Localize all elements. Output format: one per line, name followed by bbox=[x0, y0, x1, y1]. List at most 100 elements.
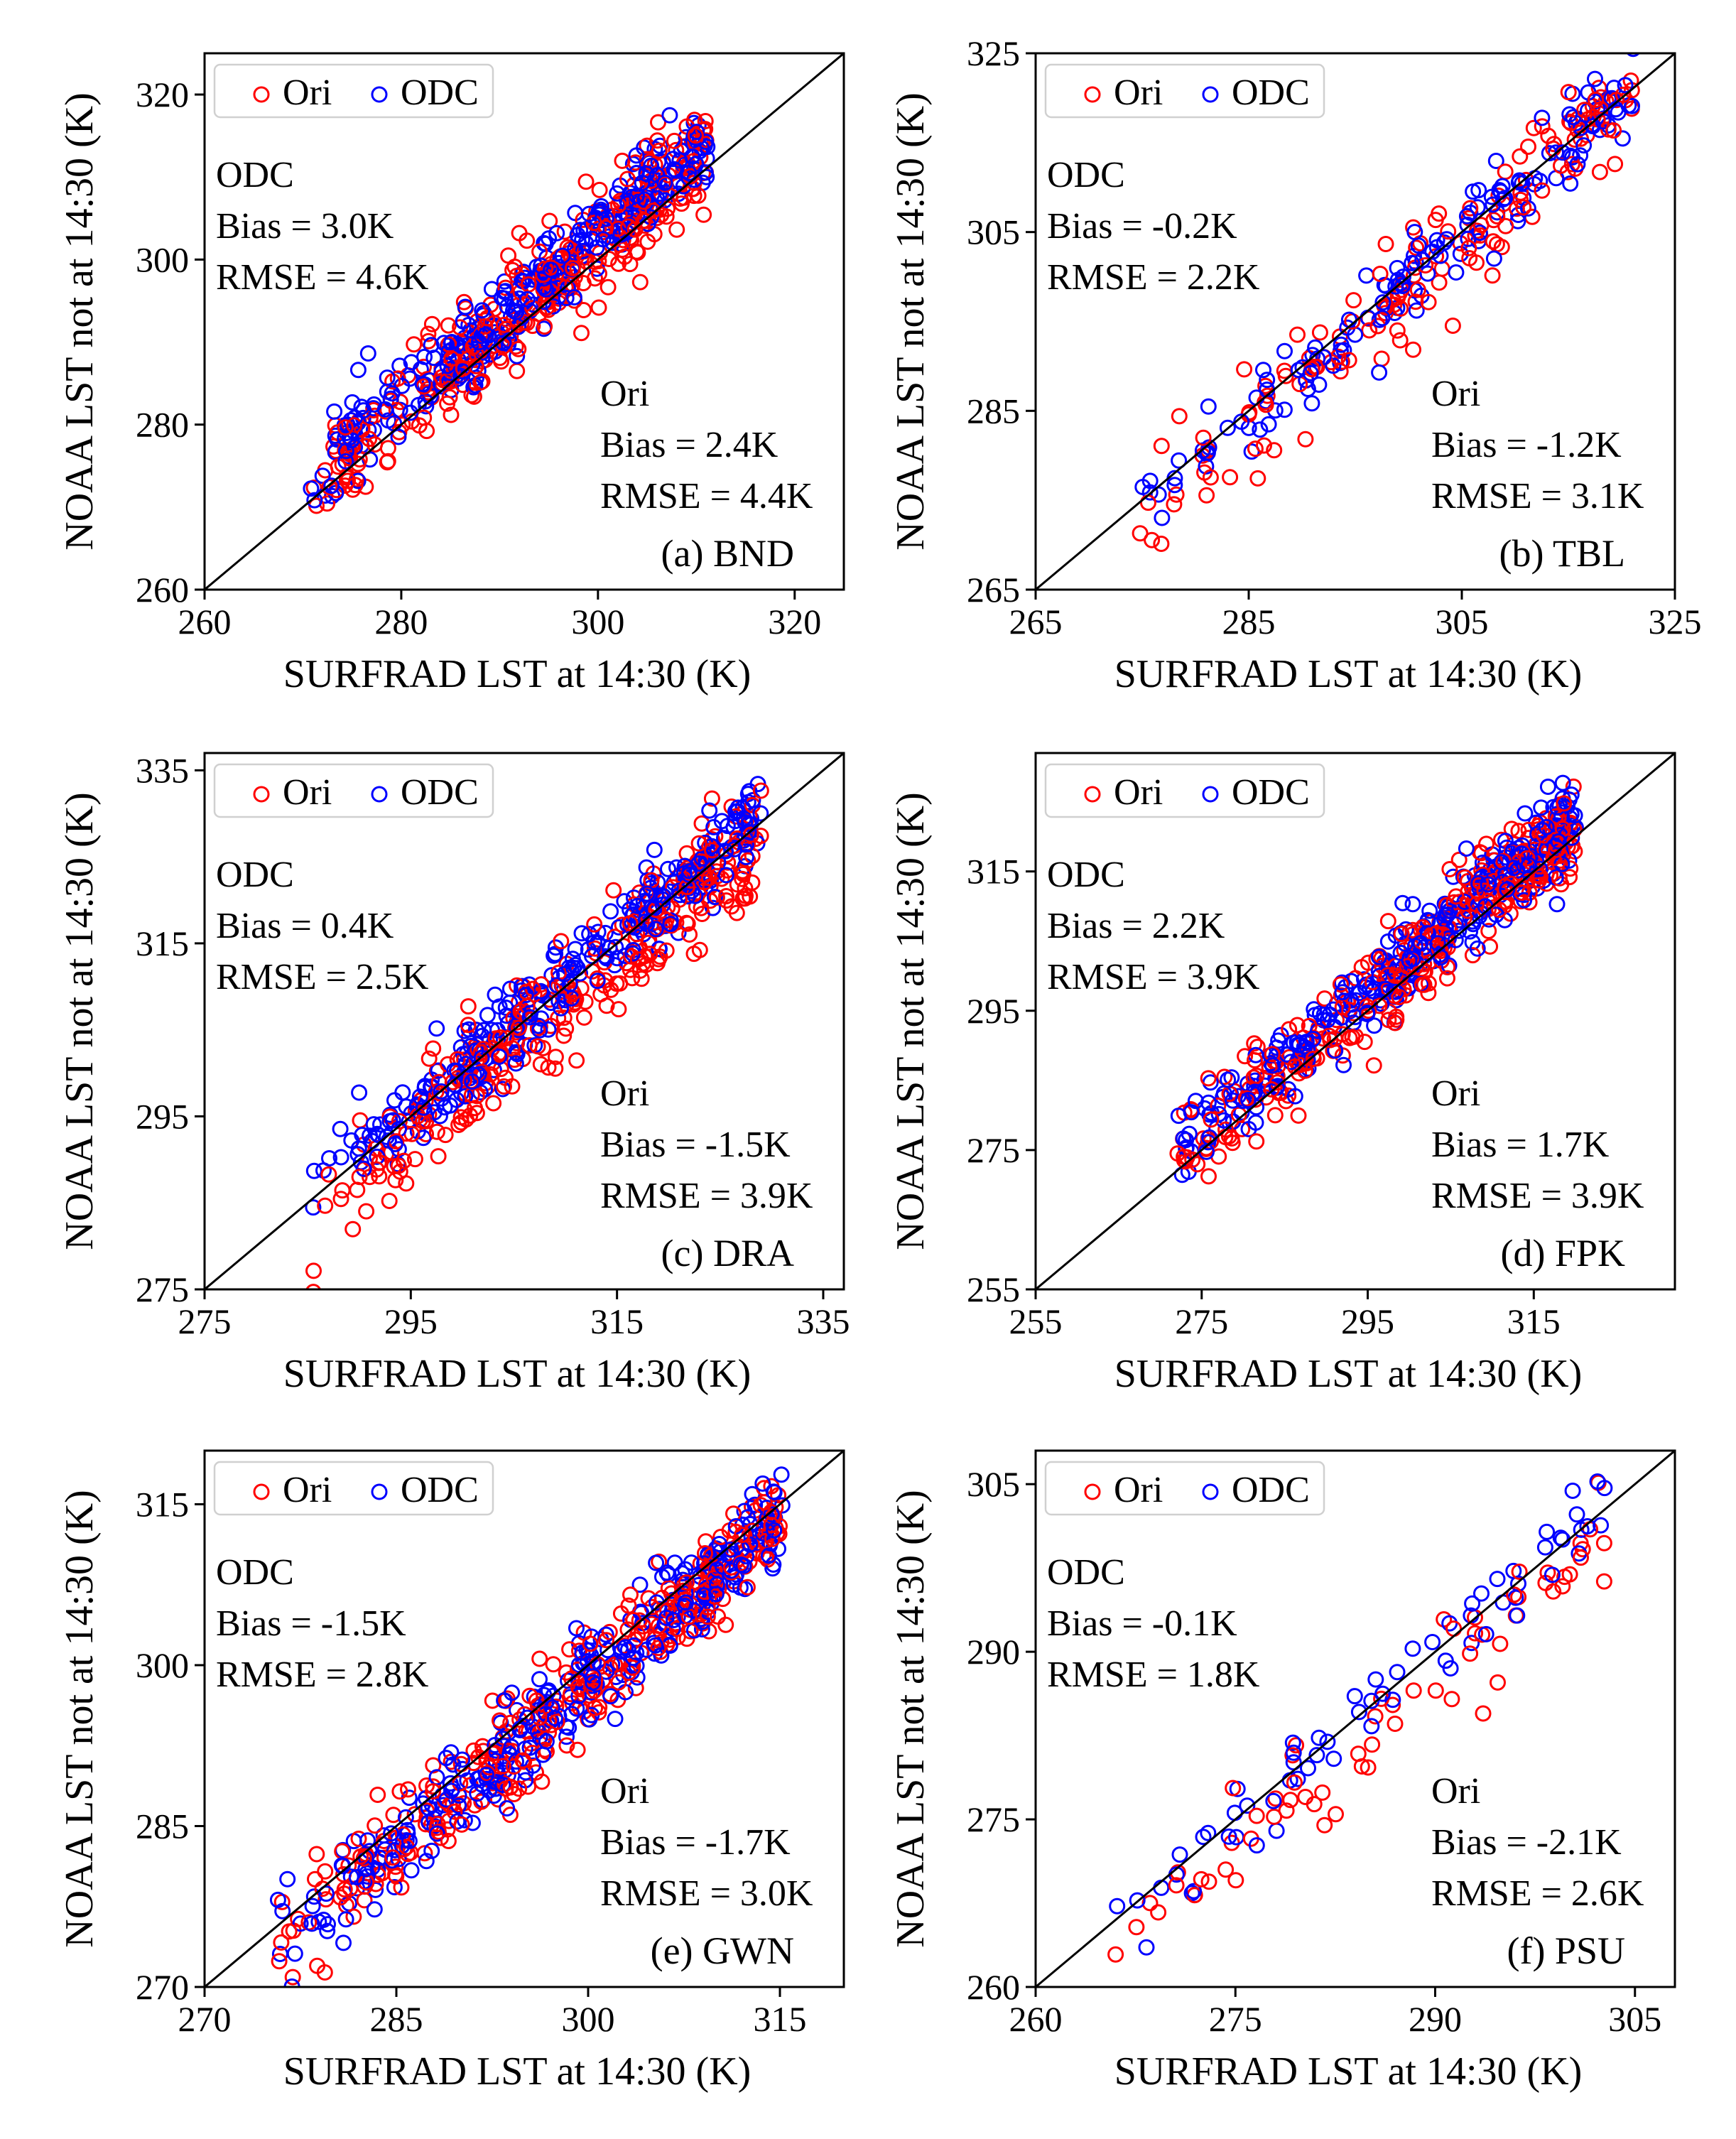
ori-point bbox=[690, 187, 707, 204]
odc-point bbox=[754, 1525, 771, 1542]
x-axis-label: SURFRAD LST at 14:30 (K) bbox=[1114, 652, 1583, 696]
ori-point bbox=[718, 888, 734, 904]
odc-point bbox=[601, 939, 618, 956]
odc-point bbox=[673, 1565, 690, 1582]
ori-point bbox=[1493, 239, 1510, 256]
odc-point bbox=[1366, 1017, 1383, 1034]
ori-point bbox=[1392, 300, 1409, 317]
ori-point bbox=[1248, 1807, 1265, 1824]
ori-point bbox=[697, 1545, 713, 1561]
odc-point bbox=[666, 1612, 682, 1628]
odc-point bbox=[495, 335, 512, 352]
ori-point bbox=[1166, 496, 1183, 513]
data-marks bbox=[205, 1451, 844, 1987]
ori-point bbox=[1367, 1708, 1384, 1725]
ori-point bbox=[1480, 923, 1497, 939]
odc-point bbox=[1265, 1792, 1282, 1809]
ori-point bbox=[591, 181, 608, 198]
ori-point bbox=[305, 1262, 322, 1279]
odc-point bbox=[707, 1586, 725, 1603]
odc-stats: ODC Bias = -1.5K RMSE = 2.8K bbox=[216, 1552, 429, 1695]
ori-rmse: RMSE = 3.9K bbox=[600, 1176, 813, 1216]
odc-point bbox=[736, 1502, 753, 1520]
odc-point bbox=[428, 1020, 445, 1037]
y-tick-label: 290 bbox=[967, 1632, 1020, 1672]
ori-point bbox=[1227, 1872, 1244, 1889]
odc-point bbox=[474, 302, 491, 319]
odc-point bbox=[1239, 1797, 1256, 1814]
ori-point bbox=[619, 170, 636, 188]
odc-point bbox=[386, 1136, 403, 1152]
odc-point bbox=[617, 1639, 634, 1656]
ori-point bbox=[489, 1791, 506, 1808]
ori-point bbox=[1237, 1090, 1254, 1107]
ori-point bbox=[563, 249, 580, 266]
ori-point bbox=[1536, 827, 1553, 844]
odc-point bbox=[610, 919, 627, 936]
ori-point bbox=[1450, 851, 1468, 868]
ori-point bbox=[1554, 1578, 1571, 1595]
ori-point bbox=[1387, 1014, 1404, 1031]
ori-point bbox=[1322, 1031, 1339, 1049]
ori-point bbox=[1520, 821, 1537, 838]
x-axis-label: SURFRAD LST at 14:30 (K) bbox=[1114, 1352, 1583, 1396]
odc-point bbox=[561, 975, 578, 992]
ori-point bbox=[484, 1692, 501, 1709]
odc-point bbox=[494, 1777, 511, 1793]
ori-point bbox=[1519, 850, 1536, 867]
plot-frame bbox=[1034, 1449, 1676, 1988]
ori-point bbox=[307, 1870, 323, 1888]
ori-point bbox=[737, 887, 754, 904]
legend-odc-marker bbox=[371, 786, 388, 803]
odc-point bbox=[443, 1782, 460, 1799]
one-to-one-line bbox=[1036, 753, 1675, 1289]
ori-point bbox=[1379, 913, 1396, 930]
x-tick-label: 290 bbox=[1409, 1999, 1462, 2039]
ori-point bbox=[531, 1650, 548, 1667]
odc-bias: Bias = 0.4K bbox=[216, 906, 394, 946]
ori-bias: Bias = -1.7K bbox=[600, 1822, 791, 1863]
odc-point bbox=[1333, 974, 1350, 991]
odc-point bbox=[1248, 1837, 1265, 1854]
odc-point bbox=[501, 980, 519, 997]
legend-ori-marker bbox=[253, 1483, 270, 1500]
odc-point bbox=[499, 1800, 516, 1816]
odc-point bbox=[344, 394, 361, 411]
odc-point bbox=[1463, 1635, 1480, 1652]
odc-point bbox=[563, 1706, 580, 1723]
legend-odc-marker bbox=[1202, 786, 1219, 803]
ori-point bbox=[1373, 350, 1390, 367]
odc-point bbox=[366, 1901, 383, 1918]
x-tick-label: 285 bbox=[370, 1999, 423, 2039]
panel-label: (f) PSU bbox=[1507, 1929, 1625, 1972]
data-marks bbox=[1036, 1451, 1675, 1987]
odc-point bbox=[1200, 1094, 1217, 1111]
legend-ori-label: Ori bbox=[1114, 72, 1163, 113]
ori-point bbox=[640, 1590, 657, 1607]
ori-point bbox=[1200, 1168, 1217, 1185]
odc-point bbox=[428, 1825, 445, 1842]
legend-odc-label: ODC bbox=[401, 72, 479, 113]
one-to-one-line bbox=[1036, 53, 1675, 590]
odc-point bbox=[491, 1049, 508, 1065]
ori-point bbox=[1391, 989, 1408, 1006]
odc-point bbox=[1568, 1506, 1585, 1523]
ori-point bbox=[1532, 868, 1549, 885]
odc-rmse: RMSE = 2.8K bbox=[216, 1655, 429, 1695]
odc-point bbox=[478, 1767, 495, 1783]
ori-point bbox=[465, 1755, 482, 1772]
ori-point bbox=[511, 224, 528, 242]
y-tick-label: 300 bbox=[136, 239, 189, 279]
odc-point bbox=[535, 1746, 552, 1763]
odc-point bbox=[595, 231, 612, 248]
ori-point bbox=[406, 1151, 423, 1168]
odc-point bbox=[349, 472, 367, 489]
x-tick-label: 280 bbox=[374, 602, 428, 641]
ori-point bbox=[1515, 199, 1532, 216]
odc-point bbox=[647, 921, 664, 938]
ori-point bbox=[1462, 200, 1479, 217]
odc-point bbox=[362, 1127, 379, 1144]
odc-point bbox=[499, 298, 516, 315]
odc-point bbox=[1564, 1483, 1581, 1499]
